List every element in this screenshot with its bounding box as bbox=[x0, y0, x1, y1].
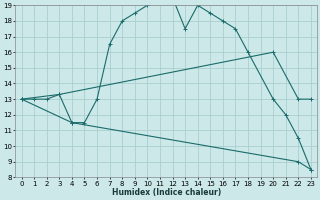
X-axis label: Humidex (Indice chaleur): Humidex (Indice chaleur) bbox=[112, 188, 221, 197]
